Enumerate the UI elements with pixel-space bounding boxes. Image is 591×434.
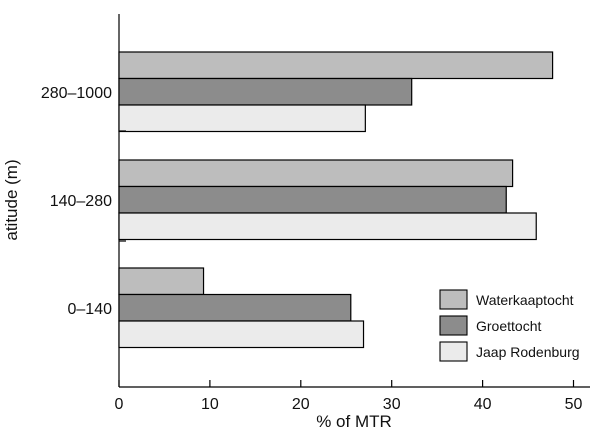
legend-label-waterkaaptocht: Waterkaaptocht bbox=[476, 292, 574, 308]
x-tick-label: 40 bbox=[474, 396, 492, 413]
bar-groettocht-0 bbox=[118, 293, 352, 322]
legend-label-jaap-rodenburg: Jaap Rodenburg bbox=[476, 344, 580, 360]
y-tick-label: 280–1000 bbox=[41, 85, 112, 102]
legend-swatch-groettocht bbox=[439, 315, 468, 336]
legend-swatch-waterkaaptocht bbox=[439, 289, 468, 310]
bar-groettocht-1 bbox=[118, 185, 507, 214]
bar-groettocht-2 bbox=[118, 77, 413, 106]
bars-group bbox=[118, 51, 554, 349]
x-tick-label: 50 bbox=[565, 396, 583, 413]
bar-waterkaaptocht-1 bbox=[118, 159, 514, 188]
x-tick-label: 10 bbox=[201, 396, 219, 413]
legend: Waterkaaptocht Groettocht Jaap Rodenburg bbox=[439, 289, 580, 362]
y-tick-label: 0–140 bbox=[68, 301, 113, 318]
bar-jaap-rodenburg-2 bbox=[118, 104, 366, 133]
bar-waterkaaptocht-2 bbox=[118, 51, 554, 80]
x-tick-label: 0 bbox=[115, 396, 124, 413]
x-ticks-group: 0 10 20 30 40 50 bbox=[115, 380, 583, 413]
y-axis-title: atitude (m) bbox=[2, 159, 21, 240]
legend-swatch-jaap-rodenburg bbox=[439, 341, 468, 362]
y-tick-label: 140–280 bbox=[50, 193, 112, 210]
bar-waterkaaptocht-0 bbox=[118, 267, 205, 296]
legend-label-groettocht: Groettocht bbox=[476, 318, 541, 334]
bar-jaap-rodenburg-1 bbox=[118, 212, 537, 241]
x-tick-label: 30 bbox=[383, 396, 401, 413]
x-axis-title: % of MTR bbox=[316, 412, 392, 431]
y-ticks-group: 0–140 140–280 280–1000 bbox=[41, 85, 126, 318]
x-tick-label: 20 bbox=[292, 396, 310, 413]
bar-jaap-rodenburg-0 bbox=[118, 320, 365, 349]
